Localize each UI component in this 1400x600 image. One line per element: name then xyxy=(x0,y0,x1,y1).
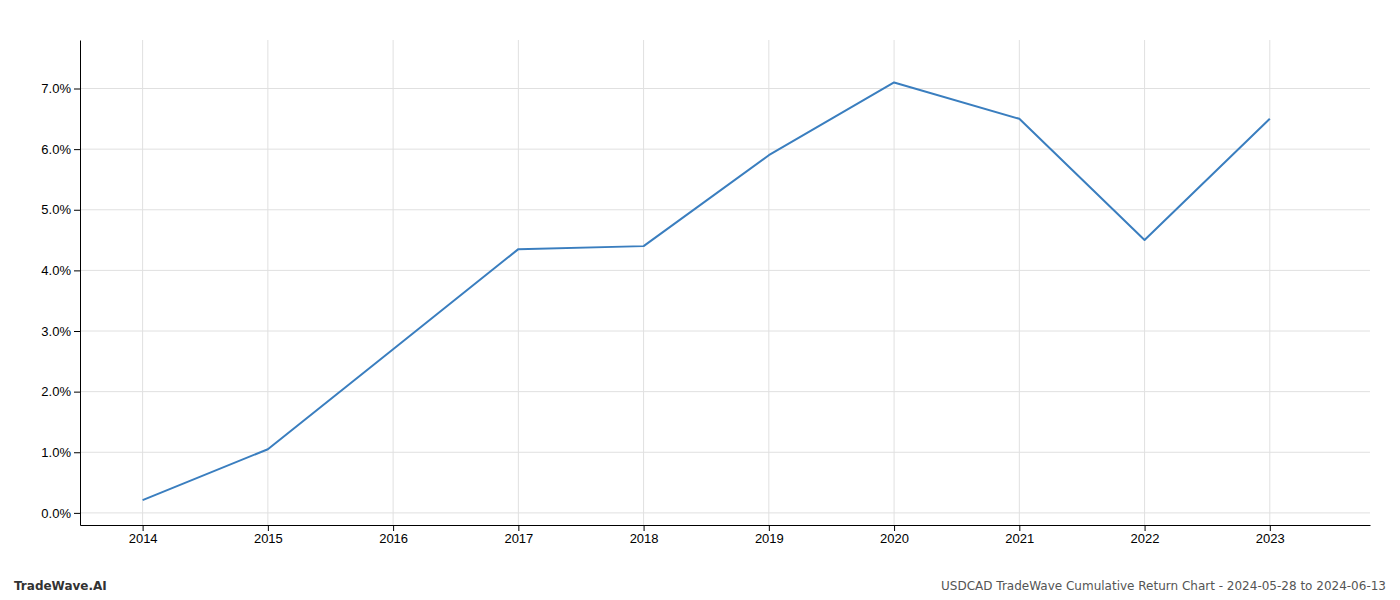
y-tick-label: 5.0% xyxy=(41,202,71,217)
x-tick: 2017 xyxy=(504,525,533,546)
x-axis: 2014 2015 2016 2017 2018 2019 2020 2021 2022 2023 xyxy=(81,525,1371,546)
y-tick-mark xyxy=(74,513,80,514)
x-tick-label: 2018 xyxy=(630,531,659,546)
y-tick: 0.0% xyxy=(41,506,80,521)
footer-right: USDCAD TradeWave Cumulative Return Chart… xyxy=(941,579,1386,593)
y-tick-mark xyxy=(74,392,80,393)
x-tick-label: 2019 xyxy=(755,531,784,546)
grid-line xyxy=(80,452,1370,453)
footer-left: TradeWave.AI xyxy=(14,579,107,593)
y-tick: 6.0% xyxy=(41,142,80,157)
x-tick-mark xyxy=(769,525,770,531)
y-tick-mark xyxy=(74,270,80,271)
x-tick-mark xyxy=(143,525,144,531)
x-tick-label: 2023 xyxy=(1256,531,1285,546)
x-axis-line xyxy=(81,525,1371,526)
x-tick: 2018 xyxy=(630,525,659,546)
line xyxy=(143,82,1270,500)
grid-line xyxy=(80,391,1370,392)
y-tick-label: 6.0% xyxy=(41,142,71,157)
x-tick-mark xyxy=(894,525,895,531)
y-tick-mark xyxy=(74,331,80,332)
x-tick-label: 2020 xyxy=(880,531,909,546)
chart: 2014 2015 2016 2017 2018 2019 2020 2021 2022 2023… xyxy=(0,0,1400,600)
x-tick-label: 2014 xyxy=(129,531,158,546)
y-tick-label: 1.0% xyxy=(41,445,71,460)
grid-line xyxy=(80,331,1370,332)
x-tick-mark xyxy=(518,525,519,531)
y-tick-label: 0.0% xyxy=(41,506,71,521)
x-tick-mark xyxy=(1270,525,1271,531)
x-tick-mark xyxy=(1145,525,1146,531)
y-tick-mark xyxy=(74,89,80,90)
grid xyxy=(80,40,1370,525)
y-axis-line xyxy=(80,41,81,526)
grid-line xyxy=(80,270,1370,271)
x-tick-label: 2021 xyxy=(1005,531,1034,546)
x-tick: 2022 xyxy=(1131,525,1160,546)
plot: 2014 2015 2016 2017 2018 2019 2020 2021 2022 2023… xyxy=(41,40,1370,546)
y-tick-label: 4.0% xyxy=(41,263,71,278)
y-tick: 3.0% xyxy=(41,324,80,339)
y-tick: 2.0% xyxy=(41,384,80,399)
y-tick-mark xyxy=(74,149,80,150)
y-tick-mark xyxy=(74,452,80,453)
y-tick: 7.0% xyxy=(41,81,80,96)
x-tick: 2023 xyxy=(1256,525,1285,546)
x-tick-mark xyxy=(644,525,645,531)
y-tick-label: 3.0% xyxy=(41,324,71,339)
x-tick-mark xyxy=(268,525,269,531)
grid-line xyxy=(80,149,1370,150)
series xyxy=(143,82,1270,500)
y-tick-label: 7.0% xyxy=(41,81,71,96)
x-tick-label: 2016 xyxy=(379,531,408,546)
y-axis: 0.0% 1.0% 2.0% 3.0% 4.0% 5.0% 6.0% 7.0% xyxy=(41,41,80,526)
y-tick-mark xyxy=(74,210,80,211)
x-tick: 2015 xyxy=(254,525,283,546)
x-tick-label: 2022 xyxy=(1131,531,1160,546)
y-tick-label: 2.0% xyxy=(41,384,71,399)
x-tick: 2019 xyxy=(755,525,784,546)
grid-line xyxy=(80,512,1370,513)
y-tick: 1.0% xyxy=(41,445,80,460)
x-tick-mark xyxy=(1019,525,1020,531)
x-tick-label: 2015 xyxy=(254,531,283,546)
x-tick: 2021 xyxy=(1005,525,1034,546)
y-tick: 4.0% xyxy=(41,263,80,278)
x-tick: 2014 xyxy=(129,525,158,546)
y-tick: 5.0% xyxy=(41,202,80,217)
x-tick-label: 2017 xyxy=(504,531,533,546)
x-tick: 2016 xyxy=(379,525,408,546)
x-tick: 2020 xyxy=(880,525,909,546)
grid-line xyxy=(80,88,1370,89)
x-tick-mark xyxy=(393,525,394,531)
